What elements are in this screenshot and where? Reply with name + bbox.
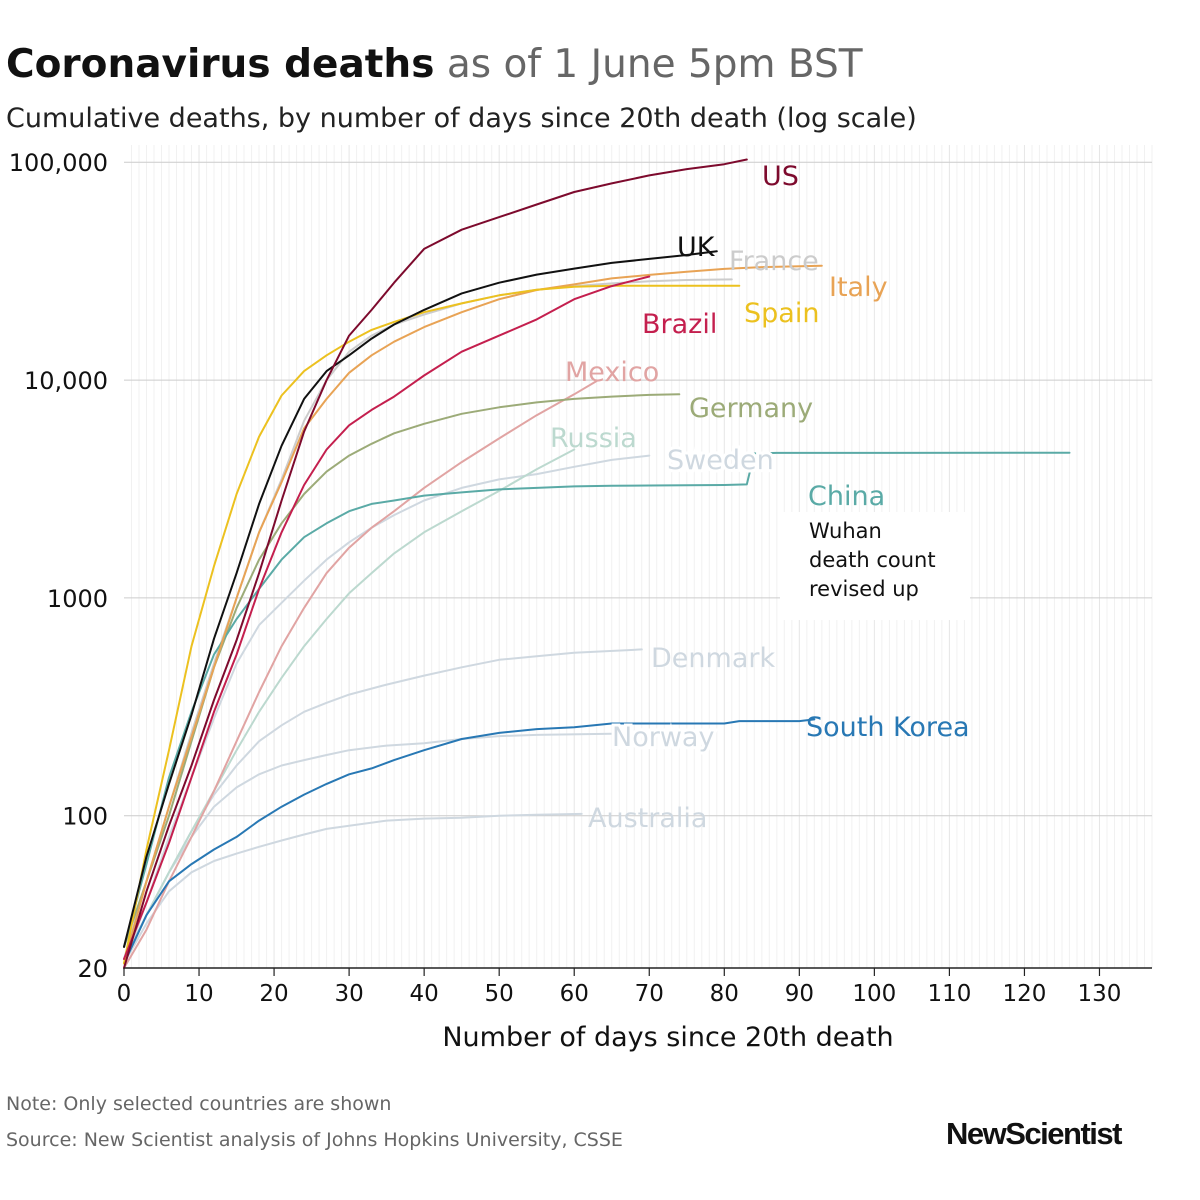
y-tick-label: 100 [62, 803, 108, 831]
x-tick-label: 100 [852, 981, 896, 1007]
series-label-russia: Russia [550, 423, 637, 454]
x-tick-label: 90 [785, 981, 814, 1007]
series-label-china: China [808, 481, 885, 512]
line-chart: US UK France Italy Spain Brazil Mexico Germany R… [0, 0, 1200, 1080]
y-tick-label: 100,000 [9, 149, 108, 177]
series-label-denmark: Denmark [651, 643, 775, 674]
series-line-uk [124, 251, 717, 947]
series-label-france: France [729, 246, 819, 277]
chart-source: Source: New Scientist analysis of Johns … [6, 1129, 623, 1151]
annotation-line: death count [809, 548, 936, 572]
series-line-mexico [124, 381, 597, 968]
chart-note: Note: Only selected countries are shown [6, 1093, 391, 1115]
series-label-uk: UK [677, 232, 716, 263]
x-tick-label: 130 [1078, 981, 1122, 1007]
x-tick-label: 70 [635, 981, 664, 1007]
x-tick-label: 0 [117, 981, 132, 1007]
x-tick-label: 60 [560, 981, 589, 1007]
x-tick-label: 10 [184, 981, 213, 1007]
x-tick-label: 80 [710, 981, 739, 1007]
y-tick-label: 10,000 [24, 367, 108, 395]
x-tick-label: 50 [485, 981, 514, 1007]
series-label-mexico: Mexico [565, 357, 659, 388]
annotation-line: Wuhan [809, 519, 882, 543]
series-label-sweden: Sweden [667, 445, 774, 476]
series-label-us: US [762, 161, 799, 192]
x-tick-label: 30 [334, 981, 363, 1007]
series-line-denmark [124, 649, 642, 959]
y-tick-label: 1000 [47, 585, 108, 613]
series-line-norway [124, 734, 612, 959]
annotation-line: revised up [809, 577, 919, 601]
x-tick-label: 40 [410, 981, 439, 1007]
y-tick-label: 20 [77, 955, 108, 983]
series-label-australia: Australia [588, 803, 707, 834]
x-axis-label: Number of days since 20th death [442, 1022, 893, 1053]
series-label-brazil: Brazil [642, 309, 717, 340]
x-tick-label: 110 [927, 981, 971, 1007]
newscientist-logo: NewScientist [946, 1116, 1121, 1152]
series-label-spain: Spain [744, 298, 819, 329]
series-label-germany: Germany [689, 393, 813, 424]
x-tick-label: 20 [259, 981, 288, 1007]
grid [124, 145, 1152, 968]
series-label-italy: Italy [829, 272, 888, 303]
series-label-norway: Norway [612, 722, 714, 753]
series-label-south-korea: South Korea [806, 712, 970, 743]
x-tick-label: 120 [1002, 981, 1046, 1007]
